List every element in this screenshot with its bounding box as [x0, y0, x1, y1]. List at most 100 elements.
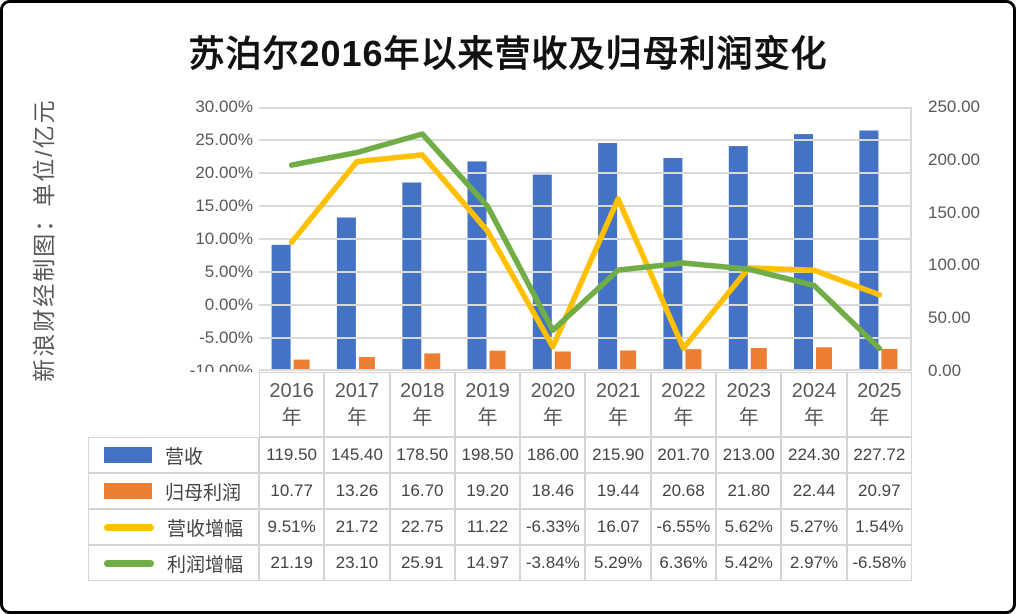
- value-cell: 198.50: [454, 437, 521, 473]
- value-cell: 1.54%: [846, 509, 912, 545]
- value-cell: 145.40: [324, 437, 390, 473]
- value-cell: 19.20: [454, 473, 521, 509]
- value-cell: 215.90: [585, 437, 651, 473]
- value-cell: 213.00: [716, 437, 782, 473]
- value-cell: -6.33%: [520, 509, 586, 545]
- series-name: 营收: [165, 446, 204, 468]
- value-cell: 224.30: [781, 437, 847, 473]
- right-axis-tick: 200.00: [928, 149, 980, 169]
- revenue-bar: [728, 146, 748, 371]
- value-cell: 16.70: [389, 473, 455, 509]
- profit-bar: [750, 348, 767, 371]
- profit-bar: [881, 348, 898, 371]
- series-name: 归母利润: [165, 482, 242, 504]
- value-cell: 16.07: [585, 509, 651, 545]
- chart-data-table: 2016 年 2017 年 2018 年 2019 年 2020 年 2021 年 2022 年 2023 年…: [88, 372, 912, 581]
- profit-bar: [620, 350, 637, 371]
- profit-bar: [424, 353, 441, 371]
- profit-bar: [293, 359, 310, 371]
- profit-bar: [685, 349, 702, 371]
- left-axis-tick: 5.00%: [204, 262, 253, 281]
- right-axis-tick: 150.00: [928, 202, 980, 222]
- value-cell: 5.27%: [781, 509, 847, 545]
- legend-cell: 营收: [88, 437, 259, 473]
- left-axis-tick: 25.00%: [195, 130, 253, 149]
- left-axis-tick: 10.00%: [195, 229, 253, 248]
- value-cell: 9.51%: [259, 509, 325, 545]
- value-cell: 5.62%: [716, 509, 782, 545]
- bar-swatch-icon: [104, 447, 152, 463]
- left-axis-tick: -5.00%: [199, 328, 253, 347]
- value-cell: -3.84%: [520, 545, 586, 581]
- bar-swatch-icon: [104, 483, 152, 499]
- value-cell: -6.58%: [846, 545, 912, 581]
- value-cell: -6.55%: [650, 509, 717, 545]
- right-axis-tick: 50.00: [928, 308, 971, 328]
- value-cell: 10.77: [259, 473, 325, 509]
- value-cell: 186.00: [520, 437, 586, 473]
- value-cell: 22.75: [389, 509, 455, 545]
- value-cell: 19.44: [585, 473, 651, 509]
- value-cell: 22.44: [781, 473, 847, 509]
- right-axis-tick: 250.00: [928, 97, 980, 116]
- profit-bar: [489, 350, 506, 371]
- value-cell: 201.70: [650, 437, 717, 473]
- left-axis-tick: 15.00%: [195, 196, 253, 215]
- value-cell: 2.97%: [781, 545, 847, 581]
- value-cell: 119.50: [259, 437, 325, 473]
- legend-cell: 营收增幅: [88, 509, 259, 545]
- profit-bar: [358, 357, 375, 371]
- year-header-cell: 2021 年: [585, 372, 651, 437]
- year-header-cell: 2018 年: [389, 372, 455, 437]
- year-header-cell: 2017 年: [324, 372, 390, 437]
- right-axis-tick: 100.00: [928, 255, 980, 275]
- left-axis-tick: 30.00%: [195, 97, 253, 116]
- chart-title: 苏泊尔2016年以来营收及归母利润变化: [188, 33, 828, 74]
- series-name: 利润增幅: [167, 554, 244, 576]
- legend-cell: 利润增幅: [88, 545, 259, 581]
- right-axis-tick: 0.00: [928, 361, 962, 380]
- revenue-bar: [271, 244, 291, 371]
- line-swatch-icon: [104, 559, 154, 567]
- value-cell: 5.42%: [716, 545, 782, 581]
- value-cell: 23.10: [324, 545, 390, 581]
- line-swatch-icon: [104, 523, 154, 531]
- value-cell: 5.29%: [585, 545, 651, 581]
- year-header-cell: 2016 年: [259, 372, 325, 437]
- table-corner-spacer: [88, 372, 259, 437]
- year-header-cell: 2019 年: [454, 372, 521, 437]
- value-cell: 14.97: [454, 545, 521, 581]
- revenue-bar: [794, 134, 813, 371]
- value-cell: 25.91: [389, 545, 455, 581]
- profit-growth-line: [288, 131, 883, 352]
- value-cell: 20.97: [846, 473, 912, 509]
- profit-bar: [816, 347, 832, 371]
- value-cell: 178.50: [389, 437, 455, 473]
- year-header-cell: 2022 年: [650, 372, 717, 437]
- value-cell: 18.46: [520, 473, 586, 509]
- profit-bar: [554, 351, 571, 371]
- legend-cell: 归母利润: [88, 473, 259, 509]
- value-cell: 227.72: [846, 437, 912, 473]
- value-cell: 13.26: [324, 473, 390, 509]
- watermark-unit-label: 新浪财经制图：单位/亿元: [31, 98, 57, 382]
- revenue-growth-line: [288, 152, 883, 351]
- left-axis-tick: 0.00%: [204, 295, 253, 314]
- value-cell: 21.72: [324, 509, 390, 545]
- year-header-cell: 2020 年: [520, 372, 586, 437]
- value-cell: 20.68: [650, 473, 717, 509]
- series-name: 营收增幅: [167, 518, 244, 540]
- combo-chart-plot: [259, 107, 912, 371]
- revenue-bar: [402, 182, 422, 371]
- value-cell: 11.22: [454, 509, 521, 545]
- value-cell: 21.80: [716, 473, 782, 509]
- year-header-cell: 2024 年: [781, 372, 847, 437]
- year-header-cell: 2025 年: [846, 372, 912, 437]
- value-cell: 6.36%: [650, 545, 717, 581]
- value-cell: 21.19: [259, 545, 325, 581]
- year-header-cell: 2023 年: [716, 372, 782, 437]
- revenue-bar: [859, 130, 879, 371]
- left-axis-tick: 20.00%: [195, 163, 253, 182]
- revenue-bar: [336, 217, 356, 371]
